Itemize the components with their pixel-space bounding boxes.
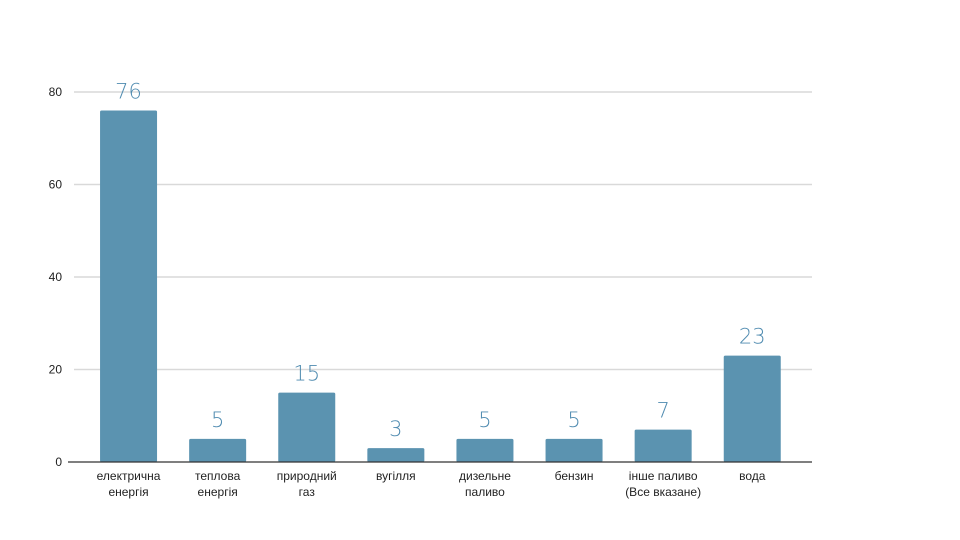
data-label: 3 <box>389 417 402 441</box>
bar <box>278 392 336 462</box>
data-label: 23 <box>739 325 766 349</box>
y-tick-label: 0 <box>55 455 62 469</box>
bar <box>456 438 514 462</box>
x-tick-label: дизельне паливо <box>459 469 511 499</box>
bar <box>634 429 692 462</box>
bar <box>367 448 425 462</box>
y-tick-label: 80 <box>49 85 63 99</box>
data-label: 7 <box>656 399 669 423</box>
bar <box>100 110 158 462</box>
y-tick-label: 60 <box>49 178 63 192</box>
x-tick-label: природний газ <box>277 469 337 499</box>
y-tick-label: 20 <box>49 363 63 377</box>
x-tick-label: вода <box>739 469 766 483</box>
x-tick-label: бензин <box>555 469 594 483</box>
data-label: 5 <box>478 408 491 432</box>
x-tick-label: інше паливо (Все вказане) <box>625 469 701 499</box>
x-tick-label: вугілля <box>376 469 416 483</box>
bar <box>545 438 603 462</box>
data-label: 76 <box>115 80 142 104</box>
bar <box>723 355 781 462</box>
y-tick-label: 40 <box>49 270 63 284</box>
x-tick-label: електрична енергія <box>97 469 161 499</box>
data-label: 15 <box>293 362 320 386</box>
data-label: 5 <box>211 408 224 432</box>
data-label: 5 <box>567 408 580 432</box>
x-tick-label: теплова енергія <box>195 469 241 499</box>
bar <box>189 438 247 462</box>
